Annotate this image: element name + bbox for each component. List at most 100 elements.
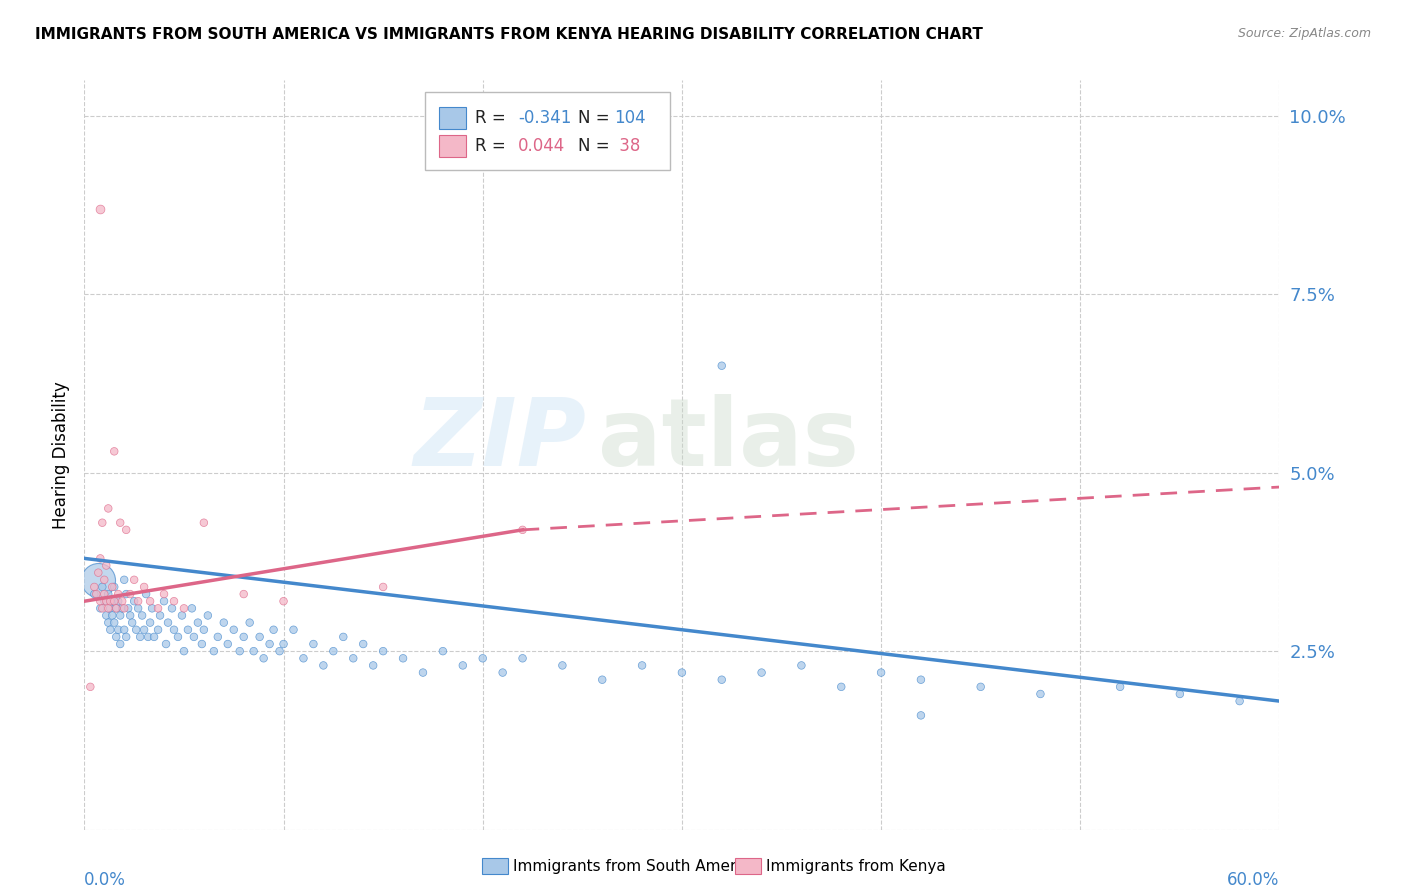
Text: R =: R = bbox=[475, 109, 512, 127]
Point bbox=[91, 516, 114, 530]
Point bbox=[103, 580, 125, 594]
Point bbox=[146, 623, 169, 637]
Point bbox=[120, 608, 142, 623]
Point bbox=[671, 665, 693, 680]
FancyBboxPatch shape bbox=[439, 135, 465, 158]
Point bbox=[222, 623, 245, 637]
Point bbox=[177, 623, 200, 637]
Point bbox=[96, 558, 118, 573]
Point bbox=[96, 608, 118, 623]
Point bbox=[551, 658, 574, 673]
Point bbox=[103, 615, 125, 630]
Point bbox=[173, 644, 195, 658]
Text: IMMIGRANTS FROM SOUTH AMERICA VS IMMIGRANTS FROM KENYA HEARING DISABILITY CORREL: IMMIGRANTS FROM SOUTH AMERICA VS IMMIGRA… bbox=[35, 27, 983, 42]
Text: Immigrants from South America: Immigrants from South America bbox=[513, 859, 759, 873]
Point bbox=[153, 594, 176, 608]
Point bbox=[312, 658, 335, 673]
Point bbox=[117, 601, 139, 615]
Point bbox=[103, 594, 125, 608]
Point bbox=[83, 580, 105, 594]
Point bbox=[93, 594, 115, 608]
Point bbox=[146, 601, 169, 615]
Point bbox=[112, 601, 135, 615]
Point bbox=[163, 594, 186, 608]
Point bbox=[229, 644, 252, 658]
Point bbox=[1029, 687, 1052, 701]
Point bbox=[115, 523, 138, 537]
Point bbox=[122, 573, 145, 587]
Point bbox=[207, 630, 229, 644]
Point bbox=[239, 615, 262, 630]
Text: N =: N = bbox=[578, 137, 614, 155]
Point bbox=[790, 658, 813, 673]
Point bbox=[273, 637, 295, 651]
Point bbox=[89, 601, 111, 615]
Point bbox=[89, 551, 111, 566]
Text: 0.044: 0.044 bbox=[519, 137, 565, 155]
Point bbox=[121, 615, 143, 630]
Point bbox=[193, 623, 215, 637]
Point bbox=[89, 594, 111, 608]
Point bbox=[107, 594, 129, 608]
Point bbox=[249, 630, 271, 644]
Text: 104: 104 bbox=[614, 109, 645, 127]
Point bbox=[131, 608, 153, 623]
Point bbox=[451, 658, 474, 673]
Text: ZIP: ZIP bbox=[413, 394, 586, 486]
Point bbox=[87, 573, 110, 587]
Point bbox=[127, 601, 149, 615]
Point bbox=[910, 708, 932, 723]
Point bbox=[302, 637, 325, 651]
Point bbox=[373, 580, 395, 594]
Point bbox=[101, 580, 124, 594]
Point bbox=[259, 637, 281, 651]
Point bbox=[93, 573, 115, 587]
Point bbox=[107, 623, 129, 637]
Point bbox=[107, 587, 129, 601]
Point bbox=[136, 630, 159, 644]
Point bbox=[132, 623, 156, 637]
Text: 0.0%: 0.0% bbox=[84, 871, 127, 888]
Point bbox=[183, 630, 205, 644]
Text: 60.0%: 60.0% bbox=[1227, 871, 1279, 888]
Point bbox=[97, 615, 120, 630]
Point bbox=[105, 601, 128, 615]
Point bbox=[283, 623, 305, 637]
Point bbox=[111, 601, 134, 615]
Point bbox=[149, 608, 172, 623]
Point bbox=[212, 615, 235, 630]
Point bbox=[710, 673, 733, 687]
Point bbox=[492, 665, 515, 680]
Point bbox=[217, 637, 239, 651]
Point bbox=[120, 587, 142, 601]
Point bbox=[181, 601, 204, 615]
Point bbox=[242, 644, 264, 658]
Text: 38: 38 bbox=[614, 137, 640, 155]
Text: atlas: atlas bbox=[599, 394, 859, 486]
Point bbox=[96, 594, 118, 608]
Point bbox=[412, 665, 434, 680]
Point bbox=[970, 680, 993, 694]
Point bbox=[322, 644, 344, 658]
Point bbox=[101, 608, 124, 623]
Point bbox=[170, 608, 193, 623]
Point bbox=[91, 580, 114, 594]
Point bbox=[253, 651, 276, 665]
Point bbox=[512, 651, 534, 665]
Point bbox=[361, 658, 384, 673]
Point bbox=[830, 680, 852, 694]
Point bbox=[112, 623, 135, 637]
Point bbox=[91, 601, 114, 615]
Point bbox=[143, 630, 166, 644]
Point bbox=[191, 637, 214, 651]
Point bbox=[292, 651, 315, 665]
Point bbox=[193, 516, 215, 530]
Point bbox=[1168, 687, 1191, 701]
Point bbox=[512, 523, 534, 537]
Point bbox=[97, 601, 120, 615]
Point bbox=[202, 644, 225, 658]
Point bbox=[79, 680, 101, 694]
Point bbox=[110, 608, 132, 623]
Point bbox=[167, 630, 190, 644]
Y-axis label: Hearing Disability: Hearing Disability bbox=[52, 381, 70, 529]
